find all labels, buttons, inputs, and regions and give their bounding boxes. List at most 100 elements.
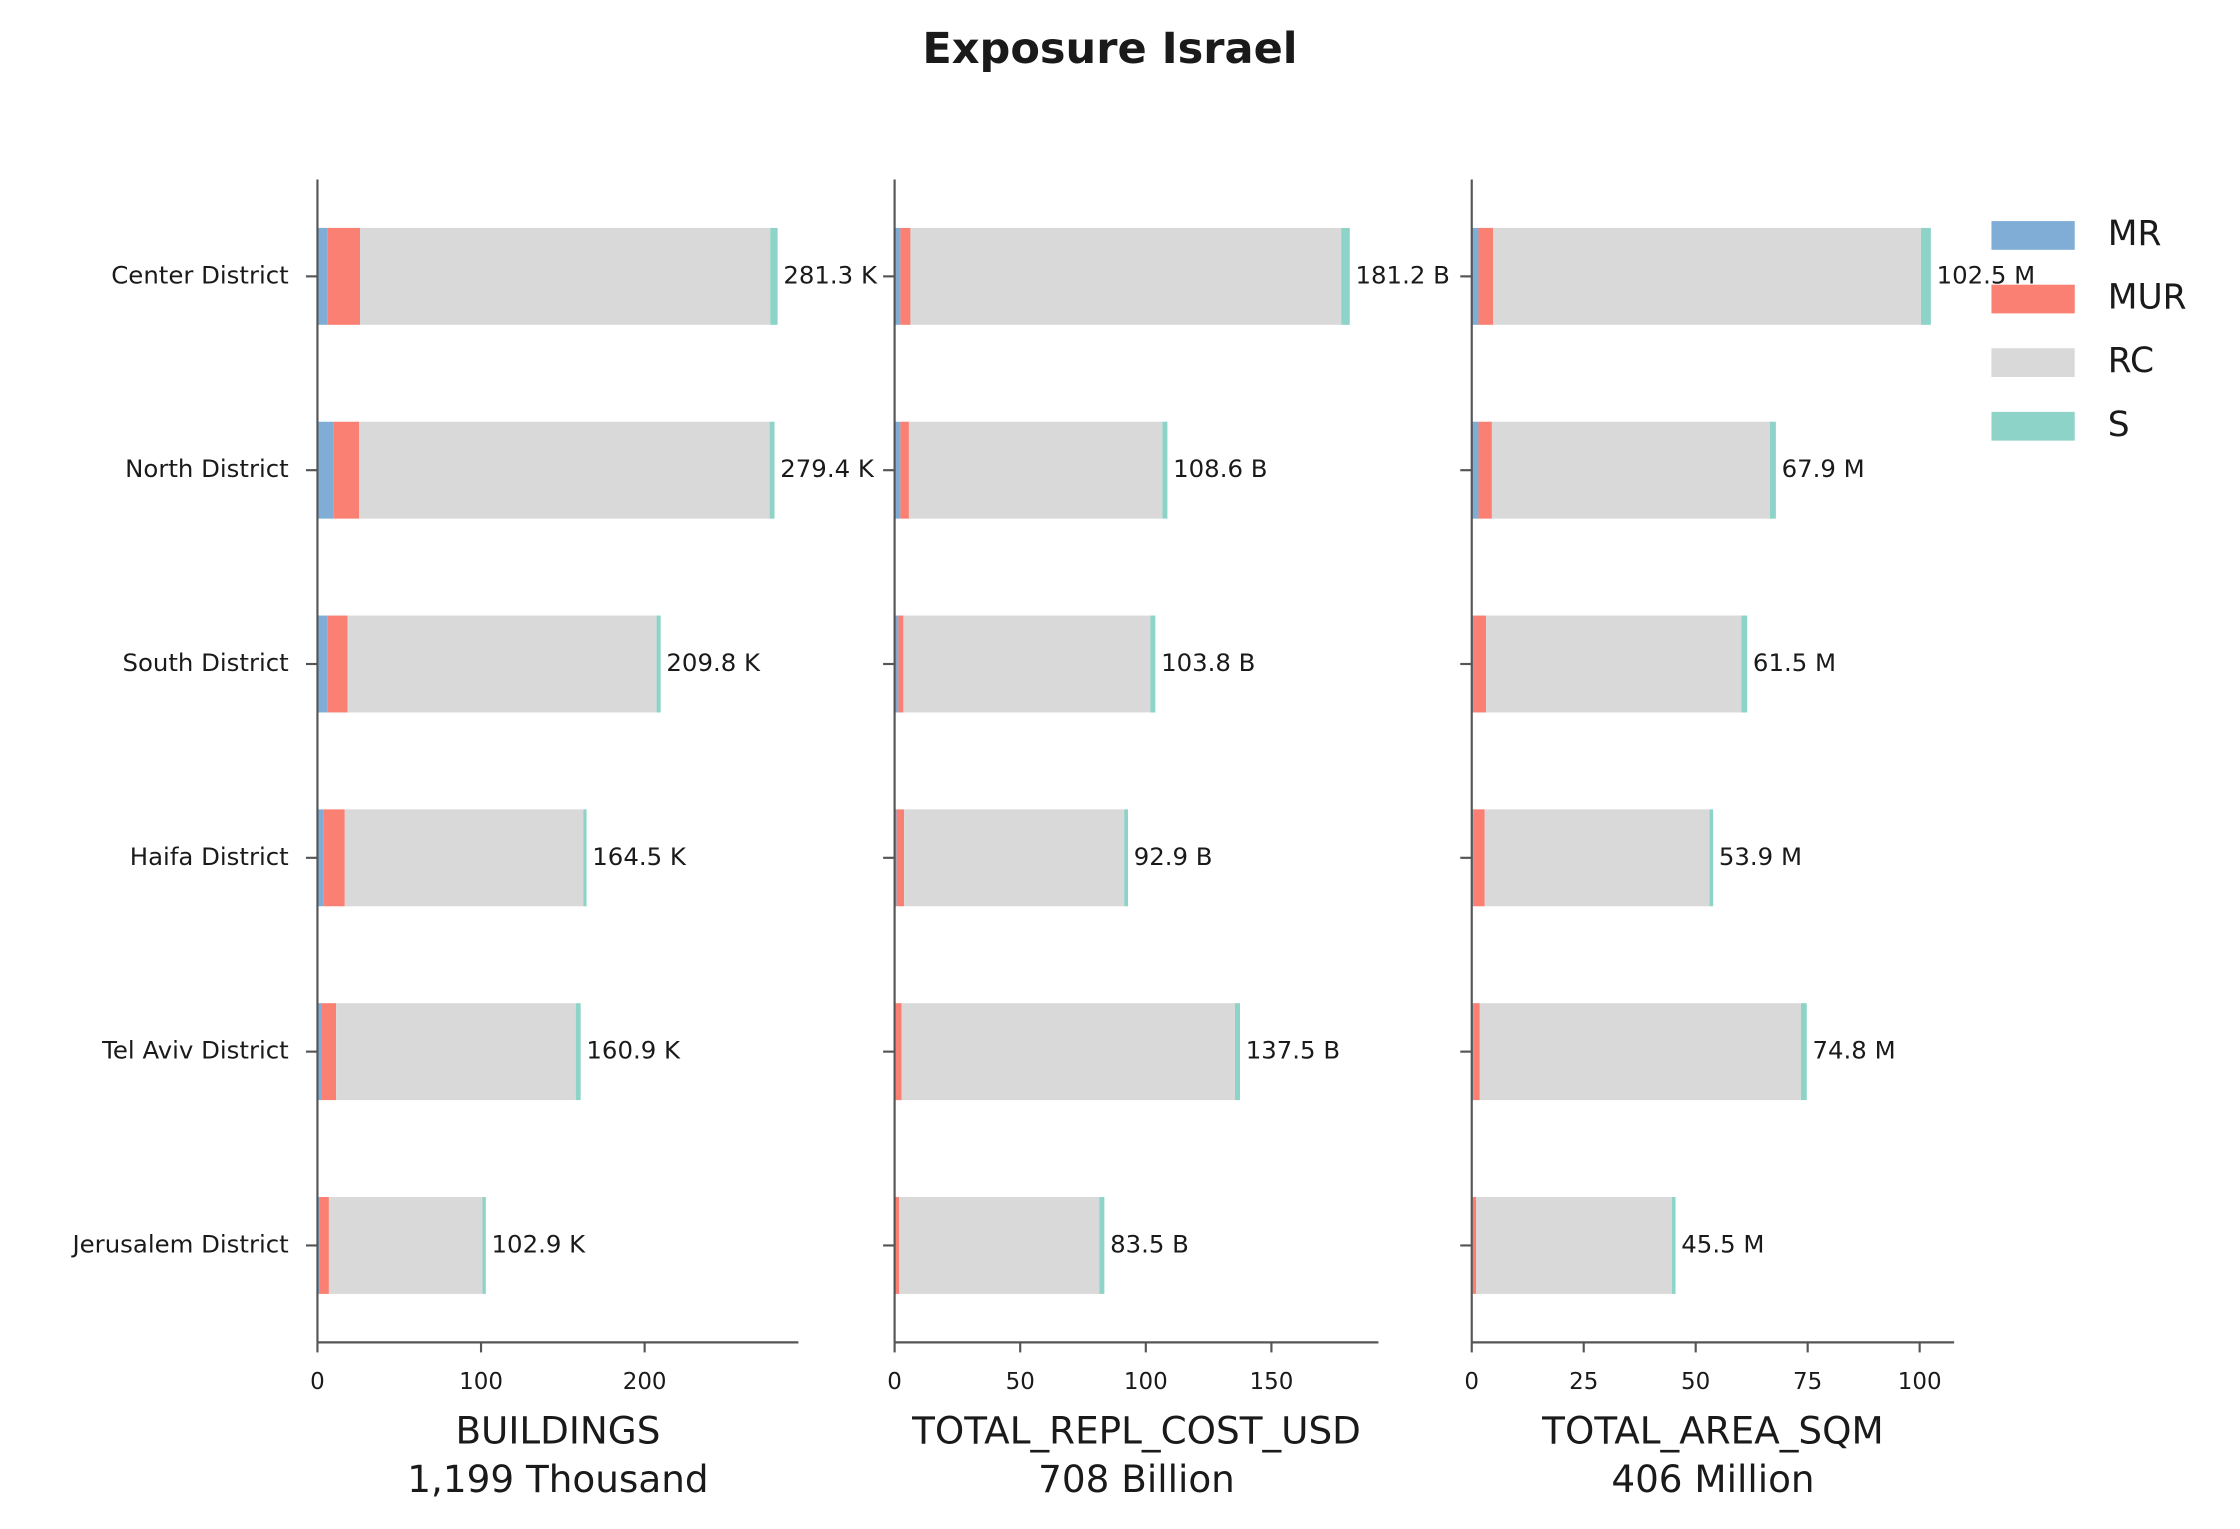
value-label: 209.8 K <box>666 648 761 677</box>
x-tick-label: 100 <box>1124 1369 1168 1395</box>
x-tick-label: 50 <box>1006 1369 1035 1395</box>
bar-segment <box>903 615 1151 713</box>
x-tick-label: 50 <box>1681 1369 1710 1395</box>
legend-label: RC <box>2108 341 2154 381</box>
bar-segment <box>575 1003 581 1101</box>
bar-segment <box>327 615 348 713</box>
bar-segment <box>894 615 899 713</box>
value-label: 160.9 K <box>586 1036 681 1065</box>
bar-segment <box>896 809 905 907</box>
bar-segment <box>1162 421 1168 519</box>
bar-segment <box>899 1196 1100 1294</box>
value-label: 181.2 B <box>1356 260 1450 289</box>
x-tick-label: 100 <box>459 1369 503 1395</box>
bar-segment <box>323 809 345 907</box>
x-tick-label: 75 <box>1793 1369 1822 1395</box>
bar-segment <box>327 227 360 325</box>
bar-segment <box>1741 615 1748 713</box>
x-axis-sublabel: 1,199 Thousand <box>407 1457 708 1501</box>
bar-segment <box>333 421 360 519</box>
bar-segment <box>1471 227 1479 325</box>
bar-segment <box>317 1003 322 1101</box>
bar-segment <box>336 1003 576 1101</box>
bar-segment <box>1709 809 1714 907</box>
x-tick-label: 0 <box>1464 1369 1479 1395</box>
bar-segment <box>898 615 904 713</box>
bar-segment <box>1341 227 1350 325</box>
value-label: 102.9 K <box>492 1229 587 1258</box>
bar-segment <box>317 1196 320 1294</box>
bar-segment <box>583 809 587 907</box>
bar-segment <box>656 615 661 713</box>
value-label: 74.8 M <box>1813 1036 1896 1065</box>
value-label: 67.9 M <box>1782 454 1865 483</box>
bar-segment <box>770 227 778 325</box>
value-label: 164.5 K <box>592 842 687 871</box>
value-label: 108.6 B <box>1173 454 1267 483</box>
bar-segment <box>908 421 1163 519</box>
y-tick-label: North District <box>125 454 289 483</box>
bar-segment <box>321 1003 337 1101</box>
bar-segment <box>1484 809 1710 907</box>
bar-segment <box>1478 227 1494 325</box>
value-label: 103.8 B <box>1161 648 1255 677</box>
bar-segment <box>1471 421 1479 519</box>
legend-label: S <box>2108 405 2130 445</box>
bar-segment <box>347 615 657 713</box>
legend-label: MR <box>2108 214 2162 254</box>
legend-swatch <box>1991 284 2075 314</box>
bar-segment <box>769 421 775 519</box>
bar-segment <box>1473 1003 1480 1101</box>
bar-segment <box>317 421 334 519</box>
value-label: 53.9 M <box>1719 842 1802 871</box>
value-label: 61.5 M <box>1753 648 1836 677</box>
value-label: 102.5 M <box>1937 260 2036 289</box>
y-tick-label: South District <box>122 648 288 677</box>
bar-segment <box>904 809 1125 907</box>
x-tick-label: 100 <box>1898 1369 1942 1395</box>
bar-segment <box>1920 227 1931 325</box>
bar-segment <box>894 421 901 519</box>
bar-segment <box>359 227 771 325</box>
bar-segment <box>910 227 1342 325</box>
bar-segment <box>482 1196 486 1294</box>
y-tick-label: Haifa District <box>130 842 289 871</box>
bar-segment <box>1478 421 1492 519</box>
value-label: 83.5 B <box>1110 1229 1189 1258</box>
x-axis-sublabel: 708 Billion <box>1038 1457 1235 1501</box>
bar-segment <box>328 1196 483 1294</box>
value-label: 45.5 M <box>1681 1229 1764 1258</box>
chart-title: Exposure Israel <box>922 24 1297 74</box>
x-axis-label: BUILDINGS <box>455 1408 660 1452</box>
bar-segment <box>1473 809 1485 907</box>
bar-segment <box>901 1003 1235 1101</box>
x-tick-label: 0 <box>887 1369 902 1395</box>
x-tick-label: 150 <box>1249 1369 1293 1395</box>
bar-segment <box>344 809 584 907</box>
bar-segment <box>1150 615 1156 713</box>
value-label: 279.4 K <box>780 454 875 483</box>
bar-segment <box>1473 615 1487 713</box>
bar-segment <box>894 227 901 325</box>
bar-segment <box>900 421 909 519</box>
bar-segment <box>1671 1196 1676 1294</box>
x-tick-label: 25 <box>1569 1369 1598 1395</box>
legend-swatch <box>1991 348 2075 378</box>
bar-segment <box>1471 615 1474 713</box>
bar-segment <box>319 1196 329 1294</box>
y-tick-label: Jerusalem District <box>70 1229 288 1258</box>
bar-segment <box>1493 227 1921 325</box>
bar-segment <box>1486 615 1742 713</box>
bar-segment <box>317 227 328 325</box>
bar-segment <box>1770 421 1776 519</box>
x-axis-label: TOTAL_AREA_SQM <box>1541 1408 1883 1452</box>
bar-segment <box>900 227 911 325</box>
x-axis-sublabel: 406 Million <box>1611 1457 1814 1501</box>
bar-segment <box>1479 1003 1801 1101</box>
bar-segment <box>317 809 324 907</box>
bar-segment <box>1234 1003 1241 1101</box>
legend-swatch <box>1991 221 2075 250</box>
bar-segment <box>1800 1003 1807 1101</box>
y-tick-label: Center District <box>111 260 288 289</box>
